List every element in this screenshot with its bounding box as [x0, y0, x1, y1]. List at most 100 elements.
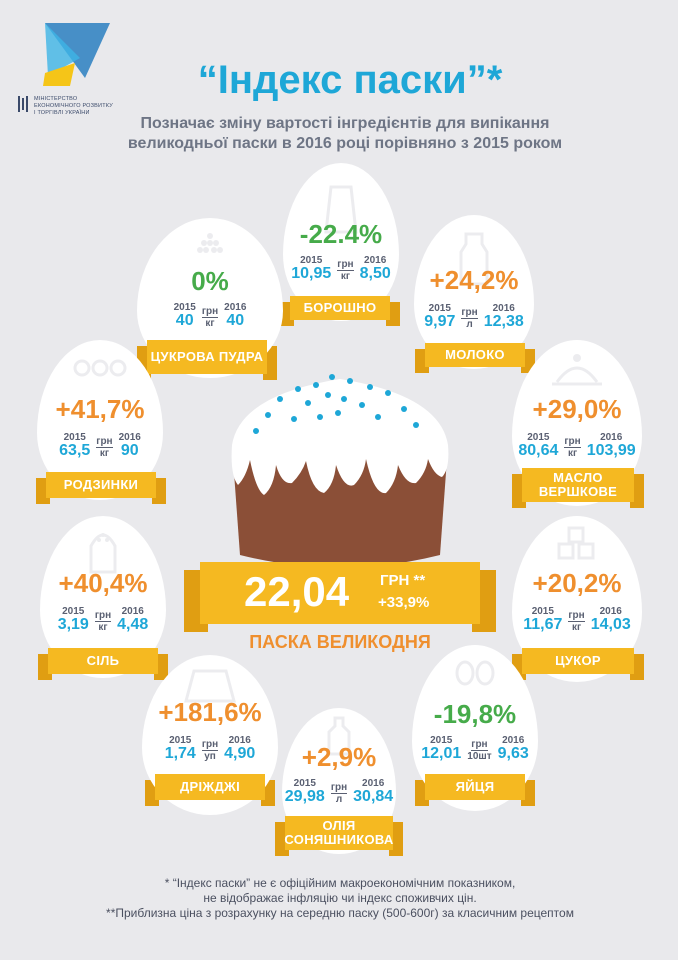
price-2015: 12,01	[421, 745, 462, 762]
currency: грн	[461, 307, 478, 319]
easter-cake-icon	[231, 374, 449, 568]
price-2016: 4,90	[224, 745, 256, 762]
ribbon-raisins: РОДЗИНКИ	[36, 472, 166, 504]
currency: грн	[94, 610, 112, 622]
price-2015: 3,19	[57, 616, 89, 633]
ribbon-sunflower-oil: ОЛІЯ СОНЯШНИКОВА	[275, 816, 403, 856]
center-unit: ГРН **	[380, 572, 426, 589]
year-2015: 2015	[169, 735, 192, 746]
year-2015: 2015	[428, 303, 451, 314]
ribbon-eggs: ЯЙЦЯ	[415, 774, 535, 806]
price-block: 2015 9,97 грн л 2016 12,38	[414, 303, 534, 330]
currency: грн	[564, 436, 581, 448]
salt-shaker-icon	[89, 533, 117, 574]
year-2016: 2016	[502, 735, 525, 746]
page-title: “Індекс паски”*	[197, 58, 503, 102]
pct-change: +29,0%	[532, 394, 622, 424]
pct-change: +20,2%	[532, 568, 622, 598]
center-price: 22,04	[244, 568, 350, 615]
subtitle-line-1: Позначає зміну вартості інгредієнтів для…	[140, 115, 550, 132]
year-2016: 2016	[492, 303, 515, 314]
ministry-line-1: МІНІСТЕРСТВО	[34, 96, 78, 102]
price-2016: 12,38	[483, 313, 524, 330]
center-label: ПАСКА ВЕЛИКОДНЯ	[249, 632, 431, 652]
egg-carton-icon	[455, 660, 495, 686]
pct-change: +181,6%	[158, 697, 262, 727]
price-2016: 40	[226, 312, 245, 329]
price-2016: 8,50	[359, 265, 391, 282]
ministry-logo-icon	[43, 23, 110, 86]
price-block: 2015 1,74 грн уп 2016 4,90	[142, 735, 278, 762]
ministry-label: МІНІСТЕРСТВО ЕКОНОМІЧНОГО РОЗВИТКУ І ТОР…	[18, 96, 128, 117]
unit: кг	[205, 318, 215, 329]
footnote-line-2: не відображає інфляцію чи індекс споживч…	[203, 891, 477, 905]
footnotes: * “Індекс паски” не є офіційним макроеко…	[60, 876, 620, 921]
currency: грн	[471, 739, 488, 751]
price-block: 2015 63,5 грн кг 2016 90	[37, 432, 163, 459]
raisins-icon	[73, 359, 127, 377]
year-2015: 2015	[62, 606, 85, 617]
unit: л	[335, 794, 343, 805]
oil-bottle-icon	[327, 716, 351, 756]
price-block: 2015 80,64 грн кг 2016 103,99	[512, 432, 642, 459]
price-2015: 40	[175, 312, 194, 329]
price-block: 2015 40 грн кг 2016 40	[137, 302, 283, 329]
pct-change: +41,7%	[55, 394, 145, 424]
year-2016: 2016	[228, 735, 251, 746]
year-2016: 2016	[118, 432, 141, 443]
egg-flour: -22.4% 2015 10,95 грн кг 2016 8,50	[283, 163, 399, 321]
ministry-line-2: ЕКОНОМІЧНОГО РОЗВИТКУ	[34, 103, 113, 109]
pct-change: -22.4%	[299, 219, 383, 249]
currency: грн	[96, 436, 113, 448]
butter-dish-icon	[552, 354, 602, 386]
year-2016: 2016	[121, 606, 144, 617]
price-2016: 9,63	[497, 745, 529, 762]
price-block: 2015 11,67 грн кг 2016 14,03	[512, 606, 642, 633]
currency: грн	[330, 782, 348, 794]
price-2015: 63,5	[59, 442, 91, 459]
price-2016: 14,03	[590, 616, 631, 633]
currency: грн	[201, 739, 219, 751]
ministry-line-3: І ТОРГІВЛІ УКРАЇНИ	[34, 110, 90, 116]
ribbon-milk: МОЛОКО	[415, 343, 535, 373]
price-2015: 29,98	[284, 788, 325, 805]
price-block: 2015 29,98 грн л 2016 30,84	[282, 778, 396, 805]
year-2015: 2015	[300, 255, 323, 266]
ribbon-sugar: ЦУКОР	[512, 648, 644, 680]
year-2015: 2015	[430, 735, 453, 746]
sugar-cubes-icon	[557, 526, 595, 560]
footnote-line-3: **Приблизна ціна з розрахунку на середню…	[106, 906, 574, 920]
year-2015: 2015	[531, 606, 554, 617]
price-2015: 80,64	[518, 442, 559, 459]
year-2016: 2016	[600, 432, 623, 443]
year-2015: 2015	[293, 778, 316, 789]
pct-change: -19,8%	[433, 699, 517, 729]
center-pct-change: +33,9%	[378, 594, 430, 611]
price-2016: 4,48	[117, 616, 149, 633]
center-price-banner: 22,04 ГРН ** +33,9%	[184, 562, 496, 632]
year-2015: 2015	[527, 432, 550, 443]
pct-change: +40,4%	[58, 568, 148, 598]
unit: л	[466, 319, 473, 330]
subtitle-line-2: великодньої паски в 2016 році порівняно …	[127, 135, 563, 152]
pct-change: 0%	[191, 266, 229, 296]
sugar-pile-icon	[197, 233, 223, 253]
price-2016: 30,84	[353, 788, 394, 805]
pct-change: +2,9%	[301, 742, 377, 772]
ribbon-butter: МАСЛО ВЕРШКОВЕ	[512, 468, 644, 508]
price-2015: 9,97	[424, 313, 456, 330]
unit: кг	[99, 448, 110, 459]
price-block: 2015 10,95 грн кг 2016 8,50	[283, 255, 399, 282]
page-subtitle: Позначає зміну вартості інгредієнтів для…	[100, 114, 590, 154]
milk-bottle-icon	[459, 232, 489, 286]
unit: 10шт	[467, 751, 492, 762]
yeast-pack-icon	[184, 669, 236, 703]
price-2016: 90	[120, 442, 139, 459]
unit: уп	[204, 751, 216, 762]
pct-change: +24,2%	[429, 265, 519, 295]
year-2016: 2016	[599, 606, 622, 617]
ribbon-salt: СІЛЬ	[38, 648, 168, 680]
year-2015: 2015	[63, 432, 86, 443]
year-2016: 2016	[364, 255, 387, 266]
currency: грн	[568, 610, 585, 622]
